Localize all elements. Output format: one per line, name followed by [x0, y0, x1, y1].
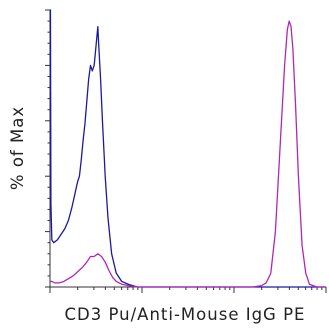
series-line-2 — [50, 20, 326, 288]
series-line-1 — [49, 9, 326, 288]
y-axis-label: % of Max — [8, 106, 27, 190]
x-axis-label: CD3 Pu/Anti-Mouse IgG PE — [65, 305, 306, 324]
series-layer — [49, 9, 326, 288]
chart-axes — [45, 9, 327, 293]
